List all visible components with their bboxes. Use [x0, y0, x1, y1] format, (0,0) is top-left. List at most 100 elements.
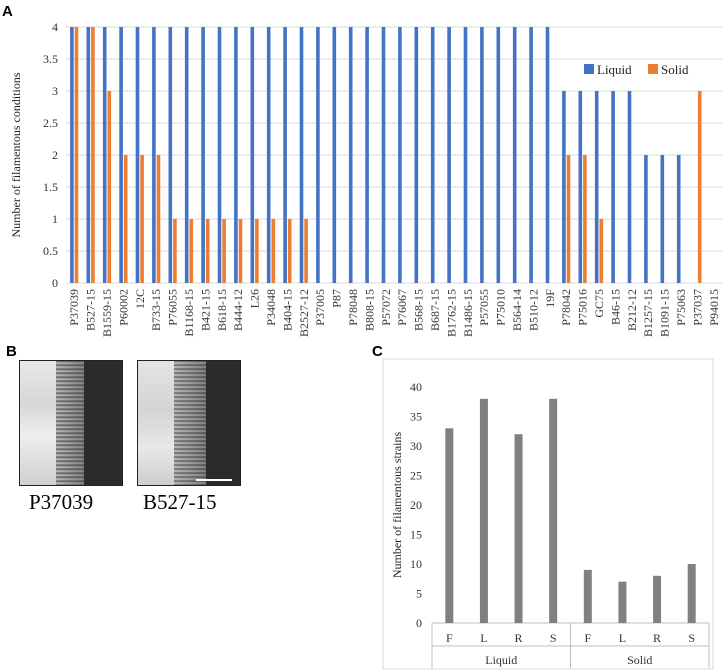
chart-a-x-tick-label: P87 [330, 289, 344, 308]
chart-c-group-labels: Liquid Solid [431, 623, 710, 668]
bar-solid [687, 564, 696, 623]
chart-a-x-tick-label: B1486-15 [461, 289, 475, 337]
micrograph-dark-region [84, 361, 122, 485]
chart-a-x-tick-label: P76055 [166, 289, 180, 326]
chart-c-y-tick-label: 35 [410, 410, 422, 424]
bar-liquid [578, 91, 583, 283]
bar-solid [618, 581, 627, 623]
bar-solid [173, 219, 177, 283]
legend-solid-swatch [648, 64, 658, 74]
bar-liquid [152, 27, 156, 283]
bar-liquid [496, 27, 501, 283]
chart-a-y-tick-label: 2.5 [43, 116, 58, 130]
bar-liquid [316, 27, 320, 283]
bar-solid [304, 219, 308, 283]
bar-liquid [627, 91, 632, 283]
bar-liquid [299, 27, 304, 283]
micrograph-p37039 [19, 360, 123, 486]
chart-a-x-tick-label: P57055 [477, 289, 491, 326]
chart-a-x-tick-label: P37039 [67, 289, 81, 326]
bar-liquid [102, 27, 107, 283]
chart-a-x-tick-label: B1257-15 [641, 289, 655, 337]
chart-a-y-tick-label: 3 [52, 84, 58, 98]
bar-liquid [70, 27, 74, 283]
chart-a-x-tick-label: B1168-15 [182, 289, 196, 337]
chart-c-y-tick-label: 25 [410, 469, 422, 483]
bar-liquid [529, 27, 533, 283]
chart-a-x-tick-label: B212-12 [625, 289, 639, 331]
legend-liquid-swatch [584, 64, 594, 74]
bar-liquid [86, 27, 91, 283]
bar-liquid [234, 27, 238, 283]
chart-a-x-tick-label: B733-15 [149, 289, 163, 331]
bar-solid [74, 27, 79, 283]
bar-liquid [562, 91, 566, 283]
chart-c-x-tick-label: F [446, 631, 453, 645]
chart-a-y-tick-label: 2 [52, 148, 58, 162]
panel-a-label: A [2, 3, 13, 20]
chart-a-y-tick-label: 0.5 [43, 244, 58, 258]
chart-c-y-tick-label: 10 [410, 557, 422, 571]
chart-c-x-tick-label: L [480, 631, 487, 645]
chart-a-x-tick-label: B2527-12 [297, 289, 311, 337]
bar-solid [205, 219, 210, 283]
panel-b-label: B [6, 343, 17, 360]
bar-liquid [283, 27, 287, 283]
chart-c-x-tick-label: R [653, 631, 661, 645]
bar-liquid [514, 434, 523, 623]
bar-solid [653, 575, 662, 623]
chart-c-bars [445, 398, 696, 623]
chart-c-group-label: Liquid [485, 653, 517, 667]
bar-solid [583, 155, 587, 283]
chart-a-x-tick-label: B421-15 [198, 289, 212, 331]
bar-liquid [594, 91, 599, 283]
chart-a-x-tick-label: GC75 [592, 289, 606, 318]
bar-liquid [184, 27, 189, 283]
scale-bar [196, 479, 232, 481]
chart-a-x-tick-label: 19F [543, 289, 557, 308]
chart-c-y-axis-label: Number of filamentous strains [390, 432, 404, 579]
bar-liquid [398, 27, 402, 283]
bar-solid [287, 219, 292, 283]
chart-a-y-tick-label: 4 [52, 20, 58, 34]
bar-liquid [545, 27, 550, 283]
chart-a-x-tick-label: P37037 [690, 289, 704, 326]
micrograph-filament-edge [174, 361, 208, 485]
bar-liquid [447, 27, 451, 283]
bar-solid [271, 219, 276, 283]
chart-a-x-tick-label: P34048 [264, 289, 278, 326]
chart-a-y-axis-label: Number of filamentous conditions [9, 72, 23, 237]
chart-a-x-tick-label: P94015 [707, 289, 721, 326]
chart-a-x-tick-label: P75010 [494, 289, 508, 326]
bar-solid [91, 27, 95, 283]
bar-liquid [512, 27, 517, 283]
bar-solid [156, 155, 161, 283]
bar-solid [566, 155, 571, 283]
chart-a-x-tick-label: B687-15 [428, 289, 442, 331]
chart-a-legend: Liquid Solid [584, 62, 689, 77]
chart-c-x-tick-label: S [688, 631, 695, 645]
chart-a-x-tick-label: P76067 [395, 289, 409, 326]
chart-a-x-tick-label: B1091-15 [658, 289, 672, 337]
chart-a-x-tick-label: P57072 [379, 289, 393, 326]
bar-solid [599, 219, 604, 283]
chart-c-y-tick-label: 30 [410, 439, 422, 453]
bar-solid [222, 219, 226, 283]
chart-a-x-tick-label: 12C [133, 289, 147, 309]
chart-a-x-tick-label: B404-15 [280, 289, 294, 331]
chart-c-frame [382, 358, 714, 670]
chart-c-y-ticks: 0 5 10 15 20 25 30 35 40 [410, 380, 422, 630]
bar-liquid [250, 27, 255, 283]
chart-a-y-tick-label: 1 [52, 212, 58, 226]
chart-a: 00.511.522.533.54 P37039 B527-15 B1559-15 P… [9, 20, 722, 337]
chart-a-x-tick-label: P78042 [559, 289, 573, 326]
chart-c-y-tick-label: 40 [410, 380, 422, 394]
bar-liquid [644, 155, 648, 283]
bar-liquid [365, 27, 369, 283]
chart-a-x-tick-label: P78048 [346, 289, 360, 326]
bar-liquid [445, 428, 454, 623]
micrograph-b527-15 [137, 360, 241, 486]
bar-liquid [676, 155, 681, 283]
bar-solid [107, 91, 112, 283]
